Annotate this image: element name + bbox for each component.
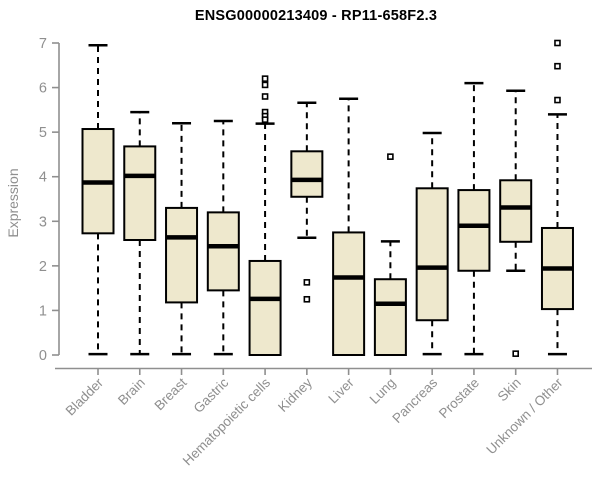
- box: [290, 150, 324, 198]
- y-tick-label: 0: [39, 348, 47, 364]
- y-tick-label: 5: [39, 125, 47, 141]
- x-tick-label: Unknown / Other: [483, 375, 566, 458]
- outlier-point: [387, 153, 394, 160]
- box: [457, 189, 491, 272]
- box: [499, 179, 533, 243]
- x-tick-label: Pancreas: [389, 375, 440, 426]
- x-tick-label: Gastric: [191, 375, 232, 416]
- outlier-point: [303, 279, 311, 286]
- box: [123, 145, 157, 242]
- outlier-point: [554, 39, 561, 47]
- y-tick-label: 3: [39, 214, 47, 230]
- outlier-point: [303, 295, 311, 303]
- outlier-point: [261, 93, 269, 100]
- x-tick-label: Liver: [325, 375, 357, 407]
- x-tick-label: Skin: [495, 375, 524, 404]
- box: [332, 231, 366, 356]
- outlier-point: [554, 62, 561, 70]
- outlier-point: [554, 96, 561, 104]
- outlier-point: [512, 350, 520, 357]
- x-tick-label: Lung: [367, 375, 399, 407]
- chart-title: ENSG00000213409 - RP11-658F2.3: [194, 8, 438, 24]
- box: [415, 187, 449, 322]
- box: [206, 211, 240, 292]
- box: [165, 206, 199, 304]
- outlier-point: [261, 116, 269, 123]
- outlier-point: [261, 75, 269, 82]
- x-tick-label: Prostate: [436, 375, 482, 421]
- outlier-point: [261, 81, 269, 89]
- x-tick-label: Brain: [115, 375, 148, 408]
- y-tick-label: 2: [39, 259, 47, 275]
- y-tick-label: 7: [39, 36, 47, 52]
- y-tick-label: 1: [39, 303, 47, 319]
- box: [373, 278, 407, 357]
- x-tick-label: Breast: [151, 375, 189, 413]
- x-tick-label: Bladder: [63, 375, 107, 419]
- y-tick-label: 4: [39, 170, 47, 186]
- box: [248, 259, 282, 356]
- y-tick-label: 6: [39, 81, 47, 97]
- x-tick-label: Kidney: [275, 375, 315, 415]
